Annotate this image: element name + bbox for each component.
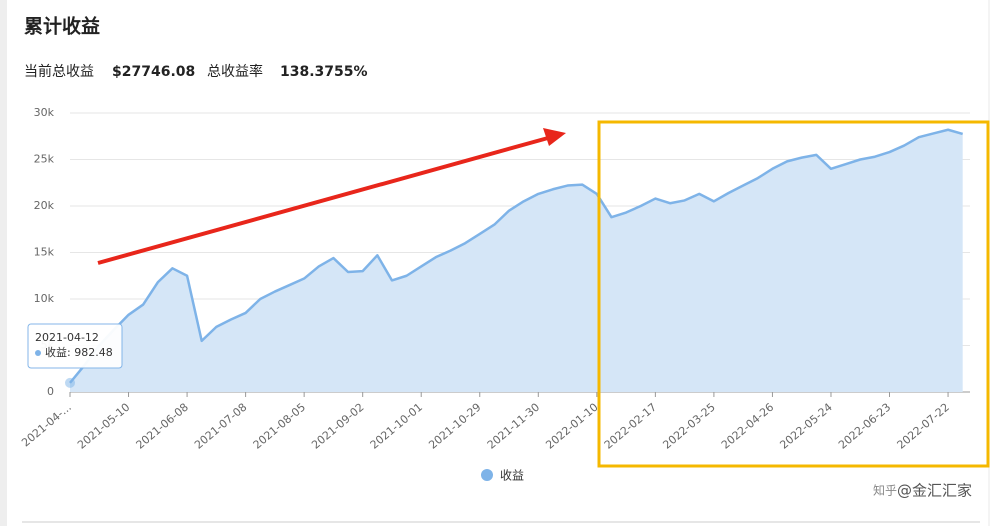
tooltip-dot	[35, 350, 41, 356]
plot: 05k10k15k20k25k30k2021-04-...2021-05-102…	[19, 106, 970, 483]
highlight-point	[65, 377, 75, 388]
x-tick-label: 2021-04-...	[19, 401, 74, 450]
x-tick-label: 2022-02-17	[602, 401, 659, 452]
x-tick-label: 2021-07-08	[192, 401, 249, 452]
x-tick-label: 2021-06-08	[134, 401, 191, 452]
watermark-site: 知乎	[873, 484, 897, 498]
tooltip-box	[27, 323, 123, 369]
chart-title: 累计收益	[24, 15, 100, 38]
legend-label: 收益	[500, 469, 524, 483]
area	[70, 129, 963, 393]
x-tick-label: 2021-11-30	[485, 401, 542, 452]
x-tick-label: 2022-01-10	[543, 401, 600, 452]
x-tick-label: 2022-04-26	[719, 401, 776, 452]
y-tick-label: 0	[47, 385, 54, 398]
y-tick-label: 20k	[34, 199, 55, 212]
x-tick-label: 2021-08-05	[251, 401, 308, 452]
x-tick-label: 2021-10-01	[368, 401, 425, 452]
tooltip-text: 收益: 982.48	[45, 345, 113, 359]
stat-value: $27746.08	[112, 64, 195, 80]
stat-label: 总收益率	[207, 63, 263, 80]
line	[69, 128, 964, 384]
arrow-shaft	[97, 136, 549, 265]
x-tick-label: 2021-10-29	[426, 401, 483, 452]
y-tick-label: 25k	[34, 153, 55, 166]
x-tick-label: 2021-09-02	[309, 401, 366, 452]
y-tick-label: 30k	[34, 106, 55, 119]
x-tick-label: 2022-05-24	[777, 401, 834, 452]
y-tick-label: 15k	[34, 246, 55, 259]
y-tick-label: 10k	[34, 292, 55, 305]
arrow-head	[543, 128, 566, 146]
legend-marker	[481, 469, 493, 481]
x-tick-label: 2022-06-23	[836, 401, 893, 452]
watermark-author: @金汇汇家	[897, 482, 972, 500]
x-tick-label: 2022-07-22	[895, 401, 952, 452]
highlight-box	[597, 120, 990, 468]
tooltip-date: 2021-04-12	[35, 331, 99, 344]
left-strip	[0, 0, 7, 526]
x-tick-label: 2022-03-25	[660, 401, 717, 452]
stat-value: 138.3755%	[280, 64, 368, 80]
stat-label: 当前总收益	[24, 63, 94, 80]
x-tick-label: 2021-05-10	[75, 401, 132, 452]
